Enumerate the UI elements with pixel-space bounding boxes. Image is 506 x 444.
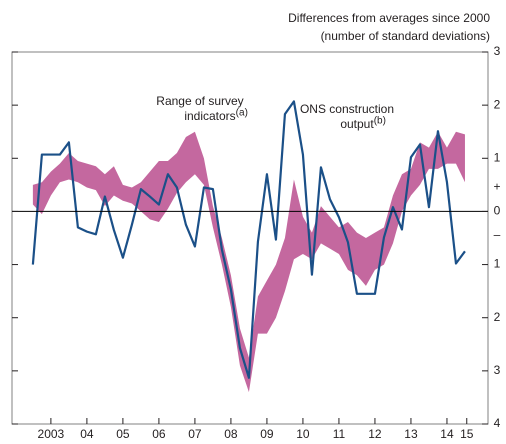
series-label: indicators — [184, 109, 235, 123]
y-tick-label: 2 — [494, 97, 501, 111]
subtitle: (number of standard deviations) — [321, 29, 490, 43]
y-tick-label: 4 — [494, 416, 501, 430]
x-tick-label: 14 — [440, 427, 454, 441]
y-tick-label: 2 — [494, 310, 501, 324]
plot-frame — [11, 51, 489, 425]
y-tick-label: 0 — [494, 204, 501, 218]
x-tick-label: 10 — [296, 427, 310, 441]
x-tick-label: 08 — [224, 427, 238, 441]
y-tick-label: 1 — [494, 150, 501, 164]
x-tick-label: 06 — [152, 427, 166, 441]
x-tick-label: 13 — [404, 427, 418, 441]
x-tick-label: 05 — [116, 427, 130, 441]
y-tick-label: 3 — [494, 363, 501, 377]
series-note: (b) — [374, 116, 386, 127]
subtitle: Differences from averages since 2000 — [288, 11, 490, 25]
x-tick-label: 15 — [460, 427, 474, 441]
data-line — [31, 100, 466, 379]
series-label: Range of survey — [156, 94, 243, 108]
x-tick-label: 11 — [333, 427, 346, 441]
y-tick-label: 1 — [494, 257, 501, 271]
x-tick-label: 04 — [80, 427, 94, 441]
x-tick-label: 12 — [368, 427, 382, 441]
x-tick-label: 09 — [260, 427, 274, 441]
series-label: output — [340, 117, 374, 131]
y-tick-label: 3 — [494, 44, 501, 58]
x-tick-label: 2003 — [38, 427, 65, 441]
sign-label: – — [494, 228, 501, 242]
x-tick-label: 07 — [188, 427, 202, 441]
range-band — [32, 131, 465, 393]
series-label: ONS construction — [300, 102, 394, 116]
series-note: (a) — [236, 108, 248, 119]
sign-label: + — [493, 180, 500, 194]
